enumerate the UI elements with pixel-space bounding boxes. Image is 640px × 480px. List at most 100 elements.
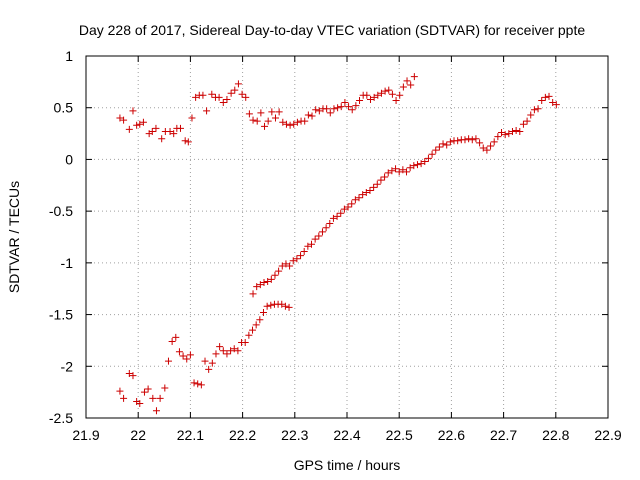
data-point [483,146,491,154]
data-point [377,176,385,184]
series-2 [249,92,560,298]
data-point [472,135,480,143]
data-point [407,81,415,89]
x-tick-label: 21.9 [72,427,99,443]
chart-title: Day 228 of 2017, Sidereal Day-to-day VTE… [79,22,586,38]
data-point [282,260,290,268]
x-axis-label: GPS time / hours [294,457,401,473]
data-point [260,279,268,287]
data-point [208,90,216,98]
data-point [385,86,393,94]
data-point [120,394,128,402]
data-point [252,321,260,329]
data-point [183,355,191,363]
data-point [208,359,216,367]
data-point [152,407,160,415]
data-point [468,136,476,144]
data-point [355,194,363,202]
x-tick-label: 22.1 [177,427,204,443]
data-point [282,120,290,128]
data-point [152,124,160,132]
data-point [388,90,396,98]
data-point [446,138,454,146]
data-point [366,186,374,194]
data-point [253,117,261,125]
data-point [366,95,374,103]
data-point [315,107,323,115]
data-point [377,89,385,97]
data-point [340,205,348,213]
data-point [334,104,342,112]
data-point [249,290,257,298]
data-point [278,300,286,308]
data-point [541,93,549,101]
axis-ticks: 21.9 22 22.1 22.2 22.3 22.4 22.5 22.6 22.7 22.8 22… [49,48,622,443]
y-tick-label: -0.5 [49,203,73,219]
data-point [308,240,316,248]
data-point [301,117,309,125]
data-point [136,400,144,408]
data-point [257,109,265,117]
data-point [413,161,421,169]
data-point [285,303,293,311]
data-point [465,135,473,143]
data-point [417,160,425,168]
data-point [281,302,289,310]
data-point [399,83,407,91]
x-tick-label: 22.7 [490,427,517,443]
data-point [271,114,279,122]
data-point [161,384,169,392]
data-point [384,169,392,177]
data-point [242,93,250,101]
data-point [315,232,323,240]
data-point [279,118,287,126]
data-point [304,242,312,250]
data-point [534,105,542,113]
data-point [351,196,359,204]
data-point [348,200,356,208]
data-point [259,309,267,317]
y-tick-label: -2 [61,358,74,374]
data-point [323,105,331,113]
data-point [179,352,187,360]
data-point [194,380,202,388]
data-point [275,108,283,116]
data-point [337,103,345,111]
data-point [374,91,382,99]
data-point [136,120,144,128]
data-point [476,139,484,147]
data-point [454,137,462,145]
data-point [188,114,196,122]
data-point [508,128,516,136]
data-point [432,146,440,154]
data-point [205,365,213,373]
data-point [271,271,279,279]
data-point [359,191,367,199]
data-point [523,117,531,125]
data-point [348,106,356,114]
series-1 [116,73,418,146]
data-point [487,142,495,150]
data-point [264,117,272,125]
x-tick-label: 22.8 [542,427,569,443]
data-point [490,138,498,146]
data-point [428,150,436,158]
data-point [144,385,152,393]
x-tick-label: 22.9 [594,427,621,443]
y-tick-label: 0 [65,151,73,167]
data-point [268,108,276,116]
data-point [231,86,239,94]
data-point [249,326,257,334]
data-point [388,167,396,175]
data-point [116,114,124,122]
data-point [311,235,319,243]
data-point [403,168,411,176]
data-point [158,135,166,143]
data-point [253,283,261,291]
data-point [290,120,298,128]
data-point [212,350,220,358]
data-point [381,87,389,95]
data-point [186,351,194,359]
grid [86,56,608,418]
data-point [304,111,312,119]
